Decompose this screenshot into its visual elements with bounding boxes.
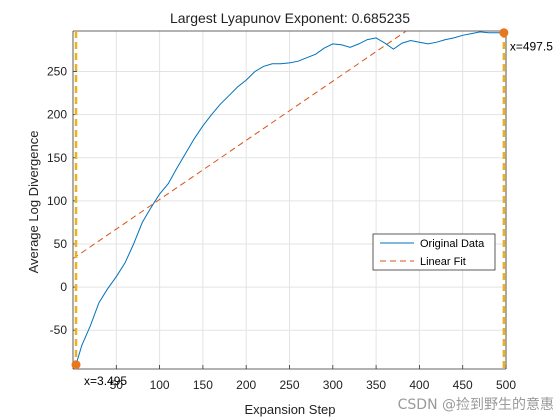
y-axis-label: Average Log Divergence [26,131,41,274]
x-tick-label: 100 [150,378,170,392]
marker-label: x=497.5 [510,40,553,54]
y-tick-label: 150 [47,151,67,165]
watermark: CSDN @捡到野生的意惠 [397,397,554,413]
marker-label: x=3.495 [84,374,127,388]
x-axis-label: Expansion Step [244,402,335,417]
series-linear-fit [72,30,407,260]
x-tick-label: 300 [323,378,343,392]
x-tick-label: 400 [409,378,429,392]
y-tick-label: 250 [47,65,67,79]
x-tick-label: 350 [366,378,386,392]
marker-point [71,360,81,370]
legend-label-linear-fit: Linear Fit [420,256,466,268]
x-tick-label: 200 [236,378,256,392]
x-tick-label: 500 [496,378,516,392]
x-tick-label: 450 [453,378,473,392]
legend: Original Data Linear Fit [372,233,496,271]
y-tick-label: -50 [50,323,68,337]
legend-box [372,233,496,271]
y-tick-label: 200 [47,108,67,122]
x-tick-label: 50 [110,378,124,392]
y-tick-label: 0 [60,280,67,294]
marker-point [499,28,509,38]
y-tick-label: 50 [54,237,68,251]
series-original-data [75,31,504,365]
chart-title: Largest Lyapunov Exponent: 0.685235 [170,10,410,26]
x-tick-label: 250 [279,378,299,392]
x-tick-label: 150 [193,378,213,392]
legend-label-original-data: Original Data [420,238,485,250]
y-tick-label: 100 [47,194,67,208]
